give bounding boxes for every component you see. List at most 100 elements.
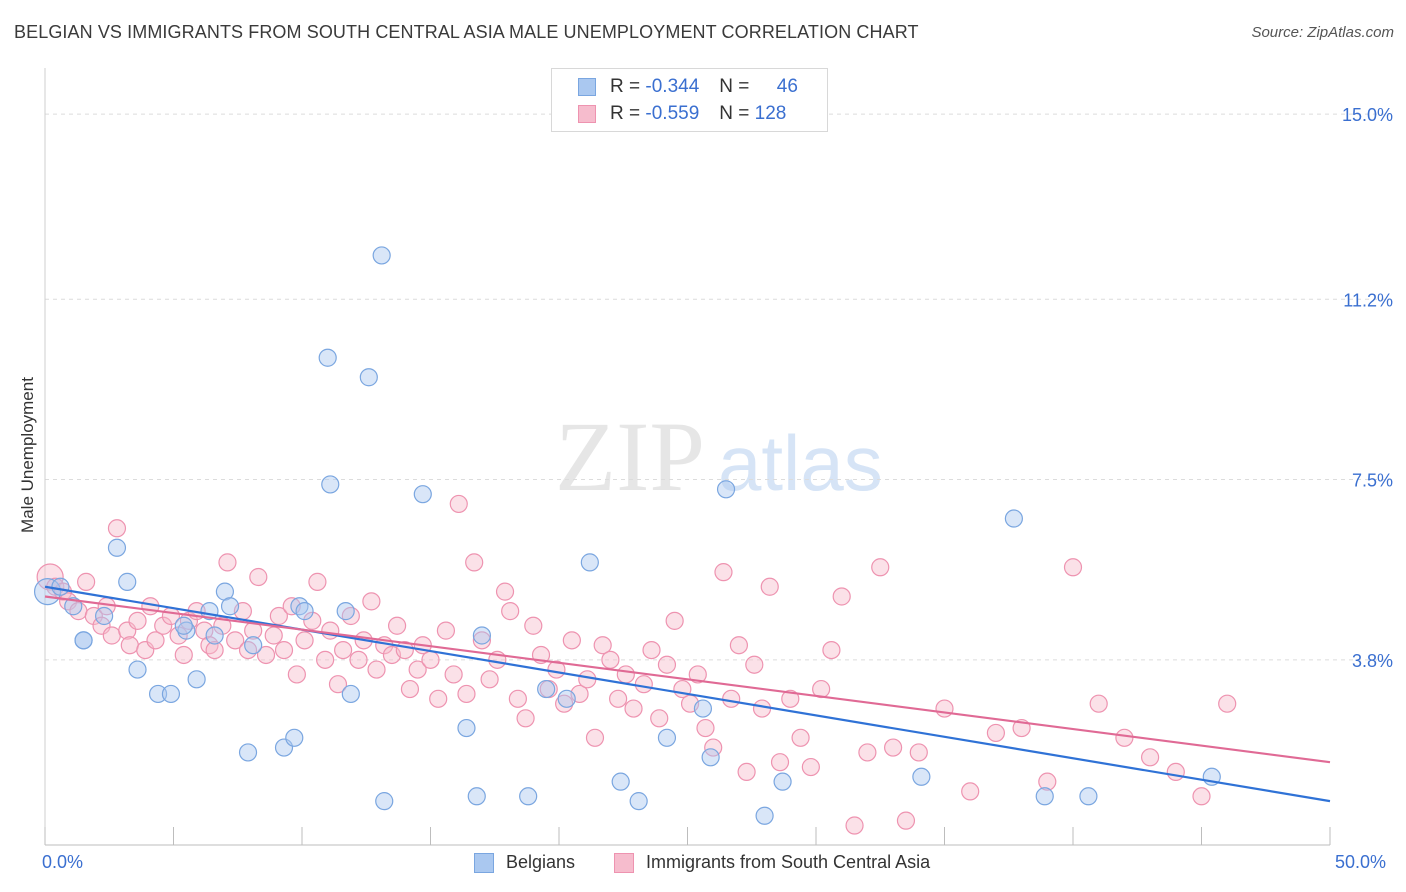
data-point — [624, 699, 643, 718]
data-point — [629, 792, 648, 811]
data-point — [745, 655, 764, 674]
data-point — [1192, 787, 1211, 806]
data-point — [200, 636, 219, 655]
data-point — [372, 246, 391, 265]
data-point — [349, 650, 368, 669]
data-point — [557, 689, 576, 708]
legend-row-belgians: R = -0.344 N = 46 — [578, 75, 798, 99]
data-point — [316, 650, 335, 669]
data-point — [912, 767, 931, 786]
data-point — [858, 743, 877, 762]
data-point — [249, 567, 268, 587]
data-point — [303, 611, 322, 630]
r-label: R = — [610, 103, 641, 124]
data-point — [290, 597, 309, 616]
legend-item-belgians: Belgians — [474, 852, 575, 873]
data-point — [1079, 787, 1098, 806]
y-tick-label: 7.5% — [1352, 471, 1393, 491]
pink-series-points — [36, 494, 1237, 835]
data-point — [657, 655, 677, 674]
legend-label: Immigrants from South Central Asia — [646, 852, 931, 872]
correlation-legend: R = -0.344 N = 46 R = -0.559 N = 128 — [551, 68, 828, 132]
data-point — [187, 670, 206, 689]
legend-swatch-pink — [578, 105, 596, 123]
data-point — [128, 611, 147, 630]
data-point — [781, 689, 800, 708]
data-point — [755, 806, 774, 825]
data-point — [120, 636, 139, 655]
trend-lines — [44, 585, 1331, 803]
data-point — [457, 684, 476, 704]
data-point — [362, 592, 381, 611]
y-tick-label: 11.2% — [1343, 290, 1393, 310]
data-point — [238, 743, 258, 762]
data-point — [269, 606, 288, 626]
data-point — [321, 621, 340, 640]
data-point — [444, 665, 463, 684]
data-point — [148, 684, 168, 704]
x-tick-label-min: 0.0% — [42, 852, 84, 872]
n-label: N = — [719, 103, 750, 124]
data-point — [295, 602, 314, 621]
data-point — [264, 626, 283, 645]
series-legend: Belgians Immigrants from South Central A… — [0, 852, 1406, 878]
data-point — [84, 606, 103, 626]
r-value: -0.559 — [645, 103, 700, 124]
data-point — [1038, 772, 1057, 791]
data-point — [436, 621, 456, 640]
data-point — [722, 689, 741, 708]
data-point — [429, 689, 448, 708]
x-tick-label-max: 50.0% — [1335, 852, 1387, 872]
data-point — [729, 636, 749, 655]
data-point — [177, 621, 196, 640]
data-point — [256, 645, 276, 665]
data-point — [642, 640, 661, 660]
data-point — [321, 475, 340, 494]
data-point — [334, 640, 353, 660]
data-point — [696, 718, 715, 738]
legend-swatch-blue — [578, 78, 596, 96]
watermark-atlas: atlas — [718, 419, 883, 507]
data-point — [896, 811, 916, 830]
data-point — [328, 675, 348, 694]
data-point — [760, 577, 779, 596]
data-point — [205, 640, 224, 660]
blue-series-points — [33, 246, 1221, 825]
trend-line — [44, 595, 1331, 764]
data-point — [737, 762, 756, 782]
n-value: 128 — [754, 103, 787, 124]
data-point — [95, 606, 114, 626]
data-point — [634, 675, 653, 694]
data-point — [457, 718, 476, 738]
data-point — [220, 597, 240, 616]
data-point — [935, 699, 954, 718]
grid-lines — [45, 113, 1390, 661]
data-point — [495, 582, 515, 601]
data-point — [244, 636, 263, 655]
data-point — [585, 728, 605, 747]
data-point — [285, 728, 304, 747]
data-point — [701, 748, 720, 767]
y-tick-label: 15.0% — [1342, 105, 1393, 125]
data-point — [1035, 787, 1054, 806]
r-value: -0.344 — [645, 76, 700, 97]
data-point — [359, 368, 378, 387]
data-point — [341, 684, 360, 704]
data-point — [562, 631, 581, 650]
data-point — [238, 640, 258, 660]
data-point — [616, 665, 635, 684]
data-point — [714, 563, 733, 582]
data-point — [336, 602, 355, 621]
data-point — [465, 553, 484, 572]
legend-swatch-blue — [474, 852, 494, 873]
n-label: N = — [719, 76, 750, 97]
trend-line — [44, 585, 1331, 803]
data-point — [174, 616, 193, 635]
data-point — [650, 709, 669, 728]
data-point — [218, 553, 237, 572]
source-label: Source: ZipAtlas.com — [1251, 24, 1394, 41]
data-point — [205, 626, 224, 645]
data-point — [845, 816, 864, 835]
data-point — [341, 606, 360, 626]
